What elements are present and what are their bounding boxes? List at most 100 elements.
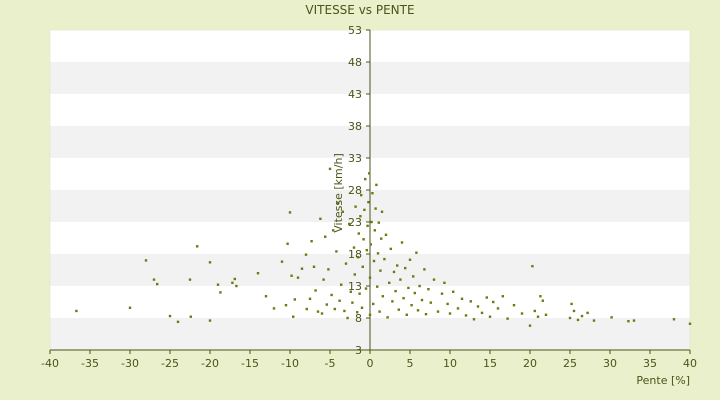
data-point: [312, 265, 316, 268]
axes: [50, 30, 690, 351]
data-point: [324, 235, 327, 238]
x-tick-label: -20: [201, 357, 219, 370]
data-point: [429, 301, 432, 304]
data-point: [480, 311, 484, 315]
data-point: [320, 312, 324, 315]
y-tick-label: 48: [348, 56, 362, 69]
data-point: [399, 278, 402, 281]
data-point: [233, 277, 236, 281]
y-tick-label: 13: [348, 280, 362, 293]
data-point: [420, 298, 424, 302]
data-point: [415, 251, 418, 254]
data-point: [688, 322, 692, 325]
data-point: [456, 307, 460, 310]
x-tick-label: 5: [407, 357, 414, 370]
data-point: [533, 309, 536, 313]
data-point: [469, 300, 472, 303]
x-axis-ticks: -40 -35 -30 -25 -20 -15 -10 -5 0 5 10 15 20 25 30 35 40: [41, 350, 697, 370]
data-point: [364, 287, 368, 290]
data-point: [196, 245, 199, 248]
data-point: [356, 256, 360, 259]
data-point: [367, 200, 370, 204]
data-points: [75, 167, 692, 327]
data-point: [405, 313, 408, 316]
data-point: [404, 266, 407, 270]
data-point: [351, 301, 354, 304]
data-point: [316, 310, 320, 313]
data-point: [512, 304, 516, 307]
data-point: [446, 302, 449, 306]
data-point: [373, 229, 376, 232]
data-point: [338, 299, 341, 302]
data-point: [288, 211, 292, 214]
data-point: [377, 221, 380, 224]
data-point: [362, 238, 365, 241]
data-point: [356, 311, 359, 314]
data-point: [280, 260, 284, 263]
data-point: [368, 276, 372, 279]
data-point: [219, 291, 222, 294]
y-tick-label: 28: [348, 184, 362, 197]
data-point: [378, 310, 381, 313]
data-point: [272, 307, 276, 310]
data-point: [472, 318, 476, 321]
data-point: [364, 177, 367, 181]
data-point: [310, 240, 313, 243]
data-point: [368, 313, 372, 316]
data-point: [394, 289, 397, 293]
data-point: [436, 310, 440, 313]
data-point: [296, 276, 300, 279]
data-point: [346, 316, 349, 320]
data-point: [586, 311, 589, 315]
data-point: [208, 261, 212, 264]
data-point: [392, 270, 396, 274]
data-point: [330, 293, 333, 297]
data-point: [448, 312, 452, 315]
data-point: [496, 307, 500, 310]
data-point: [370, 220, 373, 224]
data-point: [376, 252, 380, 255]
data-point: [576, 318, 580, 322]
data-point: [386, 316, 389, 319]
y-tick-label: 38: [348, 120, 362, 133]
data-point: [349, 290, 352, 293]
data-point: [360, 193, 363, 197]
data-point: [235, 284, 238, 288]
data-point: [485, 296, 488, 299]
data-point: [610, 316, 613, 319]
data-point: [460, 297, 464, 300]
data-point: [365, 248, 368, 252]
data-point: [325, 303, 328, 306]
x-tick-label: 20: [523, 357, 537, 370]
data-point: [418, 284, 421, 288]
data-point: [492, 300, 495, 304]
data-point: [216, 283, 220, 286]
x-tick-label: -40: [41, 357, 59, 370]
data-point: [371, 192, 374, 195]
data-point: [314, 289, 317, 292]
data-point: [128, 306, 132, 309]
data-point: [672, 318, 676, 321]
data-point: [308, 297, 312, 300]
data-point: [372, 259, 376, 263]
data-point: [396, 264, 399, 267]
x-tick-label: -5: [325, 357, 336, 370]
x-tick-label: 40: [683, 357, 697, 370]
data-point: [231, 281, 234, 284]
x-tick-label: 35: [643, 357, 657, 370]
x-tick-label: -35: [81, 357, 99, 370]
data-point: [544, 313, 548, 316]
data-point: [284, 304, 288, 307]
y-tick-label: 53: [348, 24, 362, 37]
data-point: [501, 295, 504, 298]
x-tick-label: 15: [483, 357, 497, 370]
data-point: [408, 258, 412, 261]
data-point: [632, 319, 636, 322]
data-point: [452, 290, 455, 293]
data-point: [332, 229, 335, 232]
x-tick-label: 0: [367, 357, 374, 370]
data-point: [488, 315, 492, 318]
data-point: [358, 292, 361, 295]
data-point: [368, 172, 371, 175]
